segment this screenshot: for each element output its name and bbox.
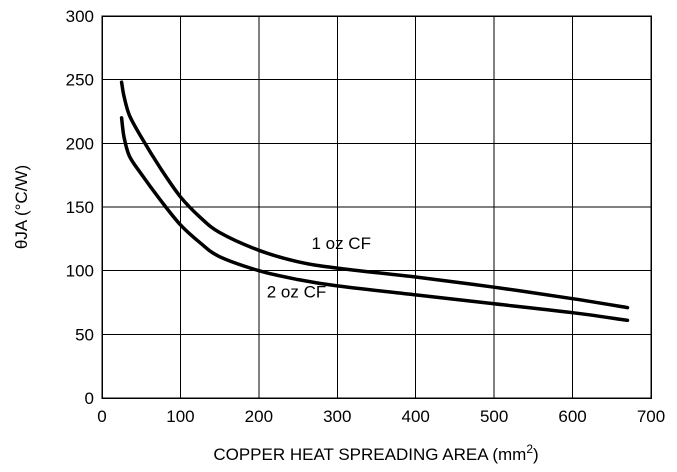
x-tick-label: 300 bbox=[323, 407, 351, 426]
annotations: 1 oz CF 2 oz CF bbox=[267, 234, 371, 301]
y-tick-label: 50 bbox=[75, 325, 94, 344]
x-tick-label: 700 bbox=[637, 407, 665, 426]
series-annotation-1oz-cf: 1 oz CF bbox=[311, 234, 371, 253]
y-tick-label: 250 bbox=[66, 71, 94, 90]
x-tick-label: 400 bbox=[402, 407, 430, 426]
x-tick-label: 500 bbox=[480, 407, 508, 426]
x-tick-label: 200 bbox=[245, 407, 273, 426]
y-tick-label: 150 bbox=[66, 198, 94, 217]
series-line-1oz-cf bbox=[122, 82, 628, 307]
y-tick-label: 200 bbox=[66, 134, 94, 153]
x-axis-title-end: ) bbox=[533, 445, 539, 464]
x-axis-title-main: COPPER HEAT SPREADING AREA (mm bbox=[213, 445, 526, 464]
x-tick-label: 100 bbox=[166, 407, 194, 426]
series-line-2oz-cf bbox=[122, 118, 628, 320]
x-tick-label: 0 bbox=[97, 407, 106, 426]
series-annotation-2oz-cf: 2 oz CF bbox=[267, 282, 327, 301]
y-tick-label: 100 bbox=[66, 262, 94, 281]
y-tick-label: 0 bbox=[85, 389, 94, 408]
y-axis-title: θJA (°C/W) bbox=[12, 165, 31, 249]
y-tick-labels: 0 50 100 150 200 250 300 bbox=[66, 7, 94, 408]
x-tick-label: 600 bbox=[558, 407, 586, 426]
x-tick-labels: 0 100 200 300 400 500 600 700 bbox=[97, 407, 665, 426]
grid bbox=[102, 16, 651, 398]
y-tick-label: 300 bbox=[66, 7, 94, 26]
x-axis-title: COPPER HEAT SPREADING AREA (mm2) bbox=[213, 442, 538, 464]
series-layer bbox=[122, 82, 628, 320]
